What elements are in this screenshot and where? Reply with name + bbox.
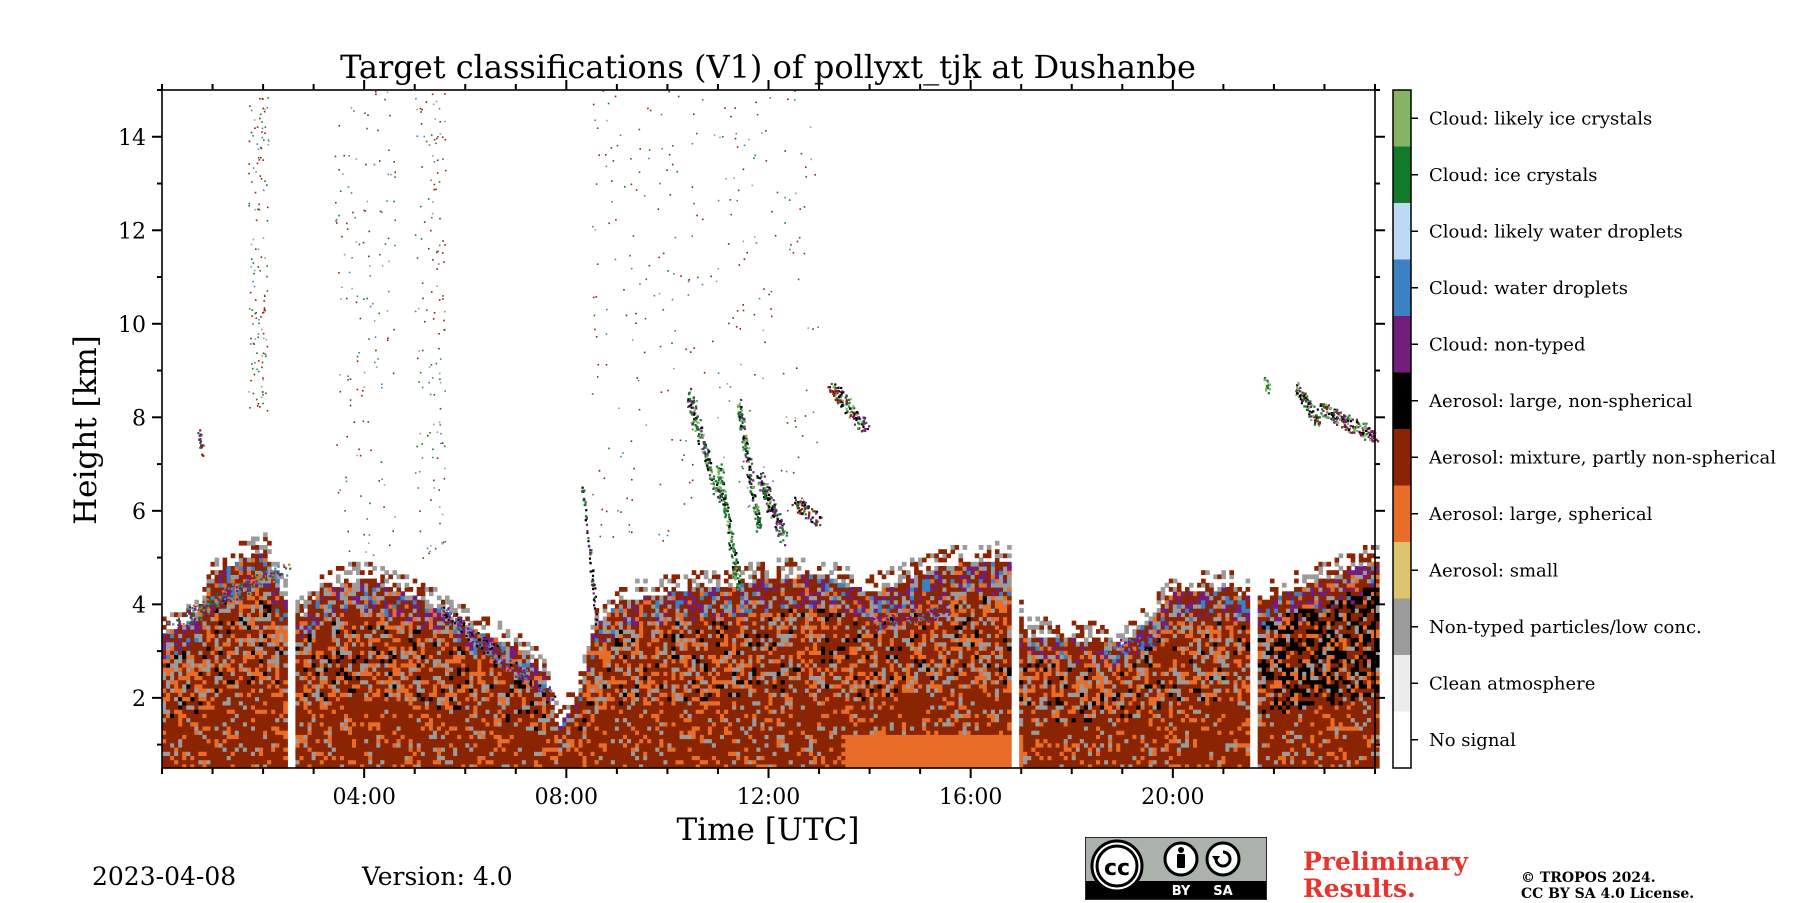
cc-license-badge: cc BY SA xyxy=(1085,837,1267,900)
legend-swatch xyxy=(1393,429,1411,486)
copyright-notice: © TROPOS 2024. CC BY SA 4.0 License. xyxy=(1521,870,1694,902)
legend-swatch xyxy=(1393,316,1411,373)
y-tick-label: 8 xyxy=(132,406,146,431)
legend-label: Cloud: likely ice crystals xyxy=(1429,108,1652,129)
x-tick-label: 16:00 xyxy=(939,785,1002,810)
legend-swatch xyxy=(1393,655,1411,712)
legend-swatch xyxy=(1393,203,1411,260)
preliminary-notice: Preliminary Results. xyxy=(1303,848,1468,902)
y-tick-label: 2 xyxy=(132,687,146,712)
attribution-icon xyxy=(1165,843,1197,875)
plot-area xyxy=(162,90,1380,768)
share-alike-icon xyxy=(1207,843,1239,875)
y-tick-label: 4 xyxy=(132,593,146,618)
legend-label: Clean atmosphere xyxy=(1429,673,1595,694)
legend-swatch xyxy=(1393,260,1411,317)
legend-swatch xyxy=(1393,599,1411,656)
by-label: BY xyxy=(1172,884,1191,899)
legend-label: Cloud: water droplets xyxy=(1429,278,1628,299)
legend-label: Non-typed particles/low conc. xyxy=(1429,617,1702,638)
legend-label: Aerosol: small xyxy=(1428,560,1559,581)
footer-date: 2023-04-08 xyxy=(92,862,236,891)
legend-swatch xyxy=(1393,147,1411,204)
x-tick-label: 20:00 xyxy=(1141,785,1204,810)
x-tick-label: 12:00 xyxy=(737,785,800,810)
legend-label: Cloud: likely water droplets xyxy=(1429,221,1683,242)
legend-label: Cloud: non-typed xyxy=(1429,334,1585,355)
x-axis-label: Time [UTC] xyxy=(677,812,860,848)
legend-label: Aerosol: large, non-spherical xyxy=(1428,391,1693,412)
backscatter-field xyxy=(162,90,1380,768)
preliminary-line-1: Preliminary xyxy=(1303,848,1468,875)
x-tick-label: 04:00 xyxy=(332,785,395,810)
legend-swatch xyxy=(1393,542,1411,599)
y-axis-label: Height [km] xyxy=(68,335,104,525)
sa-label: SA xyxy=(1213,884,1232,899)
copyright-line-1: © TROPOS 2024. xyxy=(1521,870,1694,886)
legend-label: Cloud: ice crystals xyxy=(1429,165,1598,186)
legend-label: No signal xyxy=(1429,730,1516,751)
y-tick-label: 10 xyxy=(118,313,146,338)
footer-version: Version: 4.0 xyxy=(362,862,513,891)
legend-colorbar: Cloud: likely ice crystals Cloud: ice cry… xyxy=(1393,90,1776,769)
legend-label: Aerosol: large, spherical xyxy=(1428,504,1653,525)
y-tick-label: 6 xyxy=(132,500,146,525)
y-tick-label: 14 xyxy=(118,126,146,151)
legend-label: Aerosol: mixture, partly non-spherical xyxy=(1428,447,1776,468)
cc-icon-label: cc xyxy=(1104,856,1130,881)
legend-swatch xyxy=(1393,486,1411,543)
legend-swatch xyxy=(1393,373,1411,430)
legend-swatch xyxy=(1393,712,1411,769)
cc-icon: cc xyxy=(1092,841,1142,891)
x-tick-label: 08:00 xyxy=(535,785,598,810)
y-tick-label: 12 xyxy=(118,219,146,244)
preliminary-line-2: Results. xyxy=(1303,875,1468,902)
legend-swatch xyxy=(1393,90,1411,147)
